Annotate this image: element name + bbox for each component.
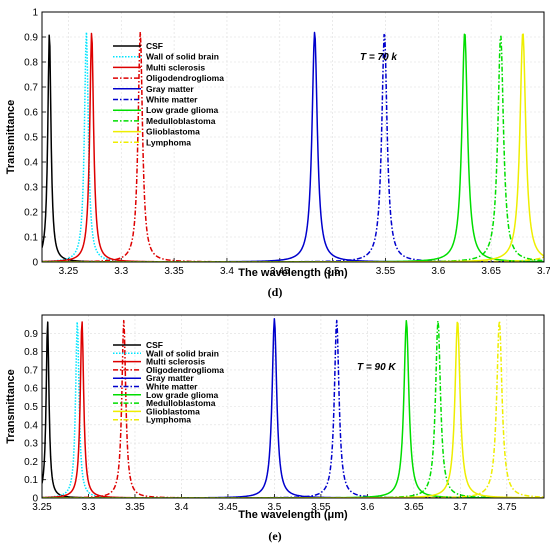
legend-label: Lymphoma (146, 137, 191, 147)
legend-label: Glioblastoma (146, 127, 200, 137)
panel-caption: (d) (268, 285, 283, 299)
x-tick-label: 3.3 (114, 266, 128, 277)
legend-label: Low grade glioma (146, 105, 219, 115)
x-axis-label: The wavelength (μm) (238, 267, 348, 279)
plot-area (42, 12, 544, 262)
legend-label: White matter (146, 382, 198, 392)
y-tick-label: 0.1 (24, 233, 38, 244)
x-axis-label: The wavelength (μm) (238, 509, 348, 521)
legend-label: Oligodendroglioma (146, 73, 224, 83)
y-tick-label: 0.3 (24, 183, 38, 194)
legend-label: White matter (146, 95, 198, 105)
legend-label: Wall of solid brain (146, 52, 219, 62)
legend-label: Medulloblastoma (146, 398, 216, 408)
y-tick-label: 0.8 (24, 58, 38, 69)
x-tick-label: 3.5 (326, 266, 340, 277)
x-tick-label: 3.6 (431, 266, 445, 277)
x-tick-label: 3.45 (218, 502, 238, 513)
x-tick-label: 3.35 (164, 266, 184, 277)
y-tick-label: 0.2 (24, 457, 38, 468)
y-tick-label: 0.1 (24, 475, 38, 486)
y-tick-label: 0.7 (24, 83, 38, 94)
y-axis-label: Transmittance (5, 100, 17, 175)
plot-frame (41, 11, 545, 263)
series-line (42, 320, 544, 498)
chart-panel-d: 3.25 3.3 3.35 3.4 3.45 3.5 3.55 3.6 3.65 3.7 0 0.1 0… (5, 8, 550, 300)
x-tick-label: 3.3 (82, 502, 96, 513)
legend-label: CSF (146, 41, 163, 51)
x-tick-label: 3.35 (125, 502, 145, 513)
x-tick-label: 3.45 (270, 266, 290, 277)
y-tick-label: 0.9 (24, 329, 38, 340)
x-tick-label: 3.7 (453, 502, 467, 513)
legend-label: Glioblastoma (146, 406, 200, 416)
legend-label: Wall of solid brain (146, 348, 219, 358)
y-tick-label: 0.2 (24, 208, 38, 219)
y-axis-label: Transmittance (5, 369, 17, 444)
legend-label: Lymphoma (146, 415, 191, 425)
legend-label: Multi sclerosis (146, 357, 205, 367)
legend-label: Gray matter (146, 373, 194, 383)
legend-label: Multi sclerosis (146, 62, 205, 72)
y-tick-label: 0.8 (24, 347, 38, 358)
y-tick-label: 0.5 (24, 402, 38, 413)
y-tick-label: 0.3 (24, 439, 38, 450)
y-tick-label: 0.5 (24, 133, 38, 144)
x-tick-label: 3.75 (497, 502, 517, 513)
y-tick-label: 0.7 (24, 365, 38, 376)
y-tick-label: 0.6 (24, 384, 38, 395)
temperature-annotation: T = 90 K (357, 362, 396, 373)
y-tick-label: 0.4 (24, 420, 38, 431)
x-tick-label: 3.65 (481, 266, 501, 277)
x-tick-label: 3.6 (360, 502, 374, 513)
y-tick-label: 0 (32, 494, 38, 505)
x-tick-label: 3.55 (376, 266, 396, 277)
y-tick-label: 1 (32, 8, 38, 19)
plot-area (42, 315, 544, 498)
y-tick-label: 0.6 (24, 108, 38, 119)
legend-label: CSF (146, 340, 163, 350)
y-tick-label: 0.4 (24, 158, 38, 169)
plot-frame (41, 314, 545, 499)
temperature-annotation: T = 70 k (360, 52, 397, 63)
y-tick-label: 0.9 (24, 33, 38, 44)
legend-label: Oligodendroglioma (146, 365, 224, 375)
x-tick-label: 3.25 (59, 266, 79, 277)
x-tick-label: 3.7 (537, 266, 550, 277)
x-tick-label: 3.55 (311, 502, 331, 513)
legend-label: Low grade glioma (146, 390, 219, 400)
x-tick-label: 3.65 (404, 502, 424, 513)
x-tick-label: 3.5 (267, 502, 281, 513)
x-tick-label: 3.25 (32, 502, 52, 513)
legend-label: Gray matter (146, 84, 194, 94)
x-tick-label: 3.4 (174, 502, 188, 513)
y-tick-label: 0 (32, 258, 38, 269)
chart-panel-e: 3.25 3.3 3.35 3.4 3.45 3.5 3.55 3.6 3.65 3.7 3.75 0… (5, 314, 545, 543)
panel-caption: (e) (268, 529, 281, 543)
legend-label: Medulloblastoma (146, 116, 216, 126)
x-tick-label: 3.4 (220, 266, 234, 277)
